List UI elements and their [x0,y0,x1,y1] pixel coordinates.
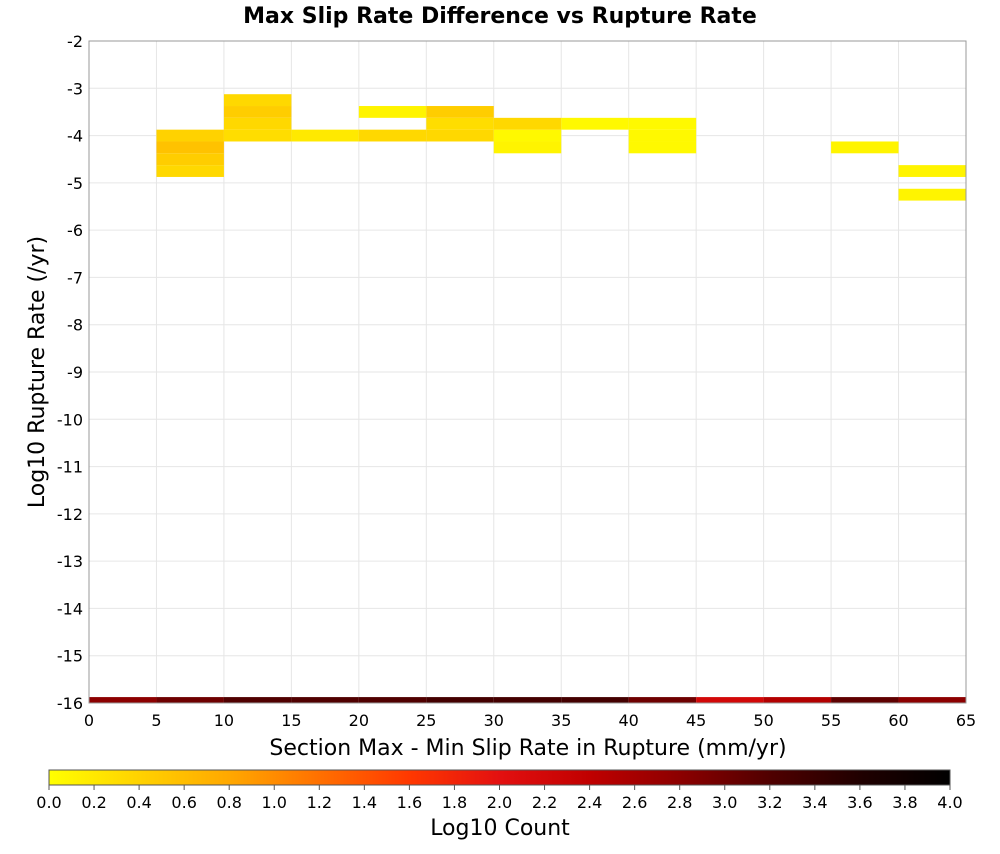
colorbar-tick-label: 0.8 [216,793,241,812]
colorbar-tick-label: 1.0 [262,793,287,812]
colorbar-label: Log10 Count [430,816,570,841]
heatmap-cell [493,129,562,142]
x-tick-label: 30 [484,711,504,730]
heatmap-cell [898,165,966,177]
colorbar-tick-label: 3.4 [802,793,827,812]
y-tick-label: -4 [67,127,83,146]
colorbar-tick-label: 0.0 [36,793,61,812]
heatmap-cell [493,117,562,130]
heatmap-cell [898,697,966,703]
y-axis-ticks: -2 -3 -4 -5 -6 -7 -8 -9 -10 -11 -12 -13 -14 -15 -16 [57,32,83,713]
colorbar-tick-label: 1.6 [397,793,422,812]
x-tick-label: 15 [281,711,301,730]
colorbar-tick-label: 1.4 [352,793,377,812]
y-tick-label: -15 [57,647,83,666]
y-tick-label: -8 [67,316,83,335]
y-tick-label: -16 [57,694,83,713]
heatmap-cell [223,129,292,142]
heatmap-cell [358,697,427,703]
x-tick-label: 45 [686,711,706,730]
colorbar-tick-label: 0.6 [171,793,196,812]
heatmap-cell [696,697,764,703]
y-tick-label: -11 [57,458,83,477]
heatmap-cell [426,697,494,703]
heatmap-cell [763,697,832,703]
heatmap-cell [898,188,966,201]
plot-frame [88,40,967,704]
colorbar-tick-label: 1.8 [442,793,467,812]
colorbar-tick-label: 2.0 [487,793,512,812]
colorbar-ticks: 0.0 0.2 0.4 0.6 0.8 1.0 1.2 1.4 1.6 1.8 2.0 2.2 2.4 2… [36,785,963,812]
x-tick-label: 65 [956,711,976,730]
y-axis-label: Log10 Rupture Rate (/yr) [25,236,50,508]
heatmap-cell [628,141,697,154]
colorbar-tick-label: 2.6 [622,793,647,812]
heatmap-cell [831,697,899,703]
colorbar-tick-label: 4.0 [937,793,962,812]
heatmap-cell [561,697,629,703]
x-axis-label: Section Max - Min Slip Rate in Rupture (… [269,736,786,761]
heatmap-cell [223,117,292,130]
x-tick-label: 5 [151,711,161,730]
y-tick-label: -14 [57,599,83,618]
x-tick-label: 0 [84,711,94,730]
y-tick-label: -9 [67,363,83,382]
y-tick-label: -7 [67,268,83,287]
heatmap-cell [291,697,359,703]
colorbar-tick-label: 2.8 [667,793,692,812]
heatmap-cell [89,697,157,703]
heatmap-cell [493,141,562,154]
heatmap-cell [561,117,629,130]
colorbar-tick-label: 2.4 [577,793,602,812]
x-tick-label: 40 [619,711,639,730]
heatmap-cell [628,129,697,142]
heatmap-cell [291,129,359,142]
heatmap-cell [358,106,427,118]
heatmap-cell [493,697,562,703]
heatmap-cell [156,697,224,703]
y-tick-label: -3 [67,79,83,98]
heatmap-cell [223,94,292,107]
heatmap-cell [156,165,224,177]
y-tick-label: -13 [57,552,83,571]
x-axis-ticks: 0 5 10 15 20 25 30 35 40 45 50 55 60 65 [84,711,976,730]
colorbar-tick-label: 3.0 [712,793,737,812]
heatmap-cell [156,153,224,166]
x-tick-label: 20 [349,711,369,730]
x-tick-label: 50 [753,711,773,730]
heatmap-cell [628,117,697,130]
heatmap-cell [628,697,697,703]
y-tick-label: -6 [67,221,83,240]
heatmap-cell [426,106,494,118]
heatmap-cell [426,129,494,142]
colorbar [48,769,951,786]
colorbar-tick-label: 3.8 [892,793,917,812]
y-tick-label: -5 [67,174,83,193]
heatmap-cells [89,94,966,703]
x-tick-label: 10 [214,711,234,730]
heatmap-cell [426,117,494,130]
heatmap-cell [156,141,224,154]
colorbar-tick-label: 1.2 [307,793,332,812]
y-tick-label: -12 [57,505,83,524]
heatmap-cell [156,129,224,142]
heatmap-cell [831,141,899,154]
x-tick-label: 35 [551,711,571,730]
x-tick-label: 60 [888,711,908,730]
heatmap-cell [223,697,292,703]
colorbar-tick-label: 2.2 [532,793,557,812]
y-tick-label: -10 [57,410,83,429]
heatmap-cell [358,129,427,142]
colorbar-tick-label: 3.2 [757,793,782,812]
colorbar-tick-label: 0.2 [81,793,106,812]
colorbar-tick-label: 3.6 [847,793,872,812]
x-tick-label: 55 [821,711,841,730]
heatmap-cell [223,106,292,118]
y-tick-label: -2 [67,32,83,51]
colorbar-tick-label: 0.4 [126,793,151,812]
x-tick-label: 25 [416,711,436,730]
chart-title: Max Slip Rate Difference vs Rupture Rate [243,4,757,29]
